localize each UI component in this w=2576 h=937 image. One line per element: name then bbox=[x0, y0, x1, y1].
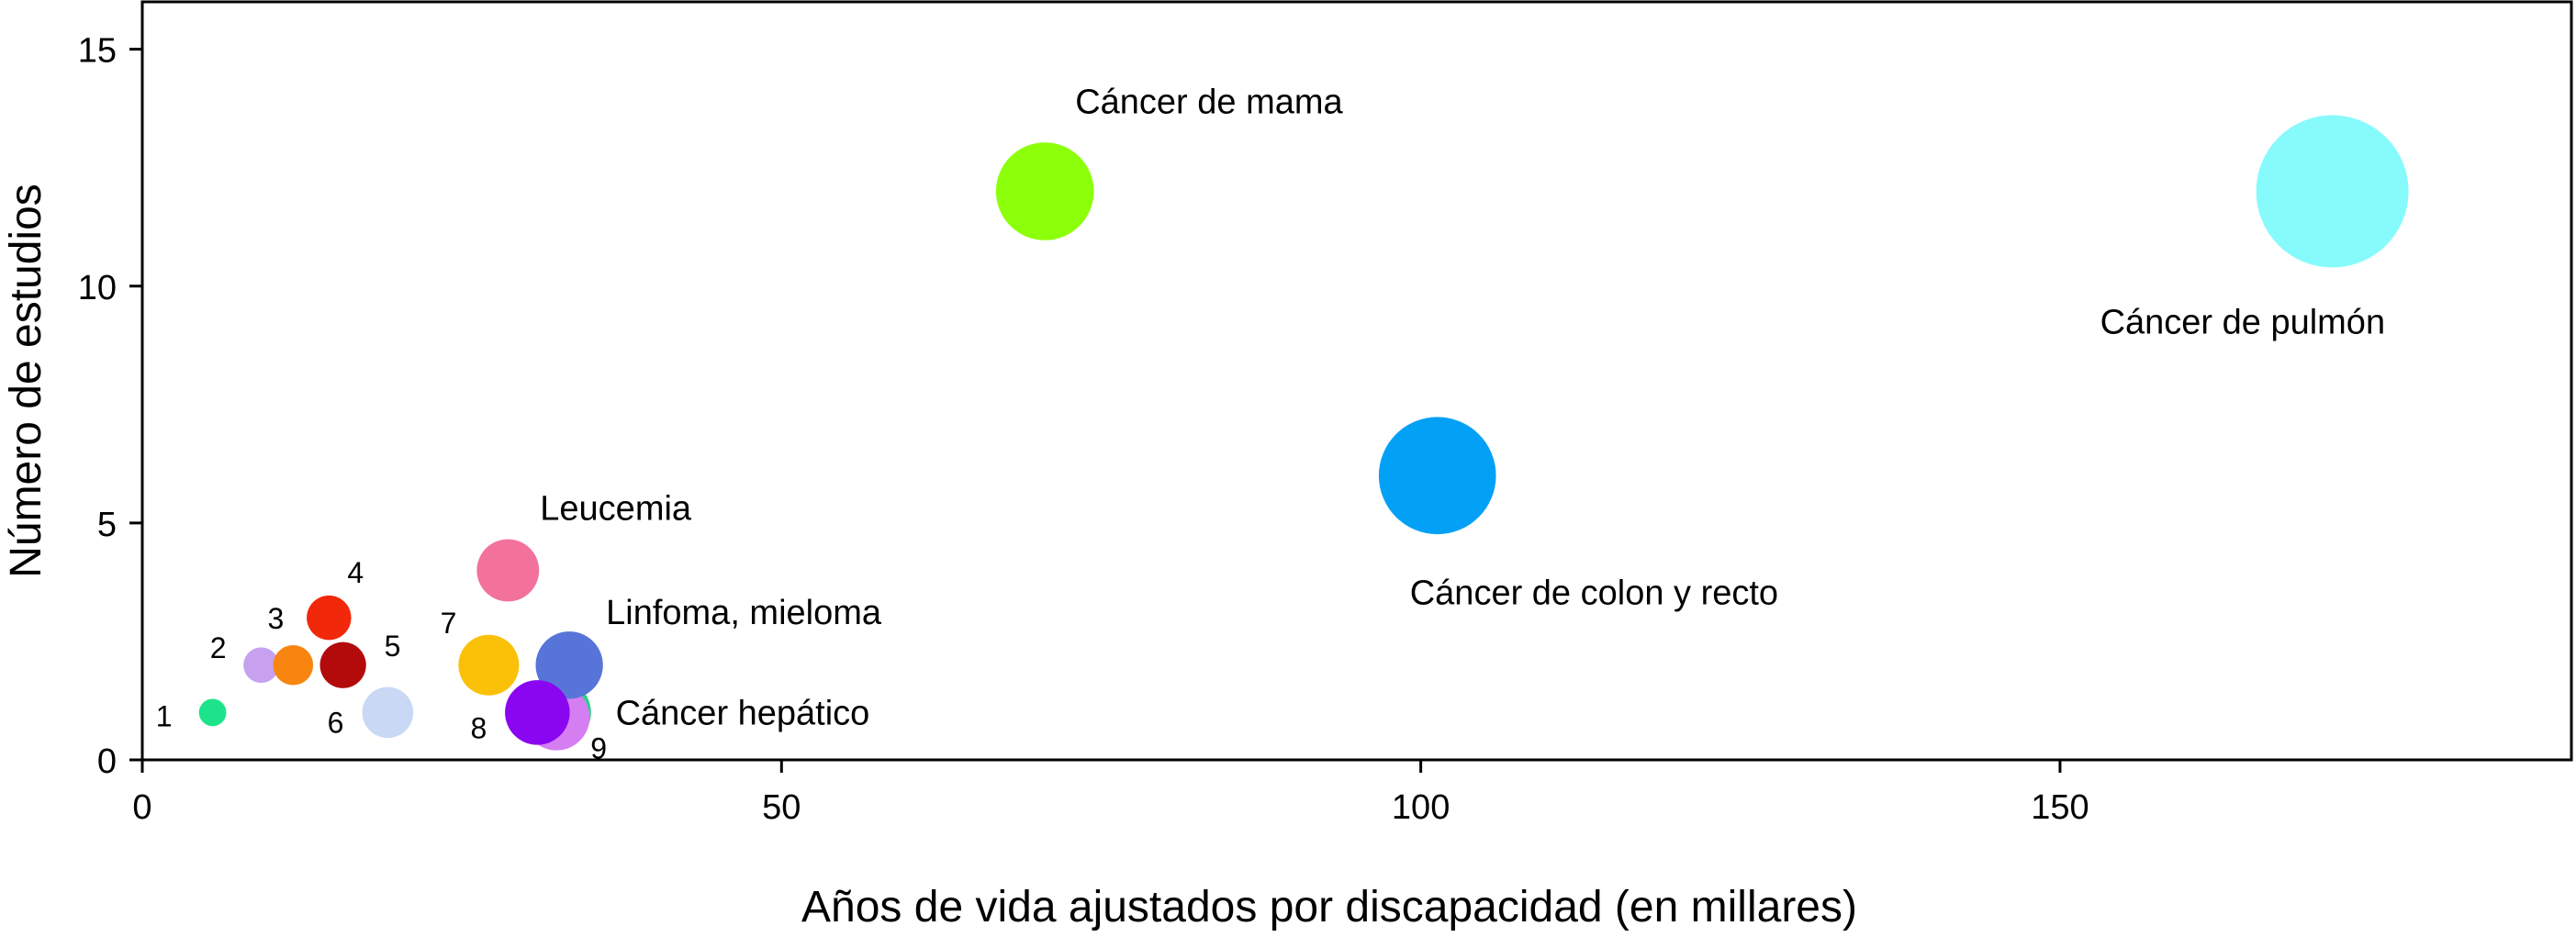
bubble-3 bbox=[307, 595, 352, 641]
plot-frame bbox=[140, 0, 2573, 762]
bubble-13 bbox=[1378, 417, 1496, 535]
bubble-label-6: 7 bbox=[441, 607, 457, 640]
x-axis: 0 50 100 150 bbox=[132, 760, 2089, 827]
bubble-4 bbox=[319, 641, 366, 688]
bubble-0 bbox=[198, 698, 227, 727]
x-axis-title: Años de vida ajustados por discapacidad … bbox=[801, 883, 1857, 931]
y-axis-title: Número de estudios bbox=[2, 184, 50, 578]
bubble-labels-group: 1 2 3 4 5 6 7 Leucemia Cáncer hepático 9 Linfoma, … bbox=[156, 84, 2385, 765]
y-axis: 0 5 10 15 bbox=[78, 32, 142, 781]
bubble-label-10: Linfoma, mieloma bbox=[606, 594, 882, 632]
y-tick-label-3: 15 bbox=[78, 32, 117, 71]
bubble-14 bbox=[2256, 115, 2409, 268]
bubble-6 bbox=[458, 634, 520, 696]
x-tick-label-0: 0 bbox=[132, 788, 151, 827]
bubble-12 bbox=[995, 142, 1094, 240]
bubble-2 bbox=[273, 644, 314, 686]
bubble-label-12: Cáncer de mama bbox=[1075, 84, 1343, 122]
bubble-label-3: 4 bbox=[347, 556, 364, 589]
bubble-label-14: Cáncer de pulmón bbox=[2100, 304, 2386, 342]
bubble-7 bbox=[476, 539, 540, 602]
y-tick-label-2: 10 bbox=[78, 269, 117, 307]
bubble-label-11: 8 bbox=[471, 711, 487, 744]
bubble-label-7: Leucemia bbox=[540, 490, 692, 529]
bubble-label-1: 2 bbox=[210, 631, 227, 664]
bubble-label-13: Cáncer de colon y recto bbox=[1410, 574, 1778, 612]
bubble-5 bbox=[362, 686, 414, 739]
x-tick-label-3: 150 bbox=[2031, 788, 2089, 827]
y-tick-label-1: 5 bbox=[97, 506, 117, 544]
bubble-label-4: 5 bbox=[385, 630, 401, 663]
bubble-11 bbox=[505, 680, 570, 745]
bubble-label-0: 1 bbox=[156, 699, 173, 732]
bubble-label-9: 9 bbox=[590, 732, 607, 765]
bubble-1 bbox=[243, 647, 279, 684]
y-tick-label-0: 0 bbox=[97, 742, 117, 781]
bubbles-group bbox=[198, 115, 2409, 751]
x-tick-label-1: 50 bbox=[762, 788, 801, 827]
bubble-label-5: 6 bbox=[328, 706, 344, 739]
bubble-label-2: 3 bbox=[268, 602, 285, 635]
bubble-label-8: Cáncer hepático bbox=[616, 694, 870, 732]
x-tick-label-2: 100 bbox=[1392, 788, 1450, 827]
bubble-10 bbox=[535, 631, 603, 699]
